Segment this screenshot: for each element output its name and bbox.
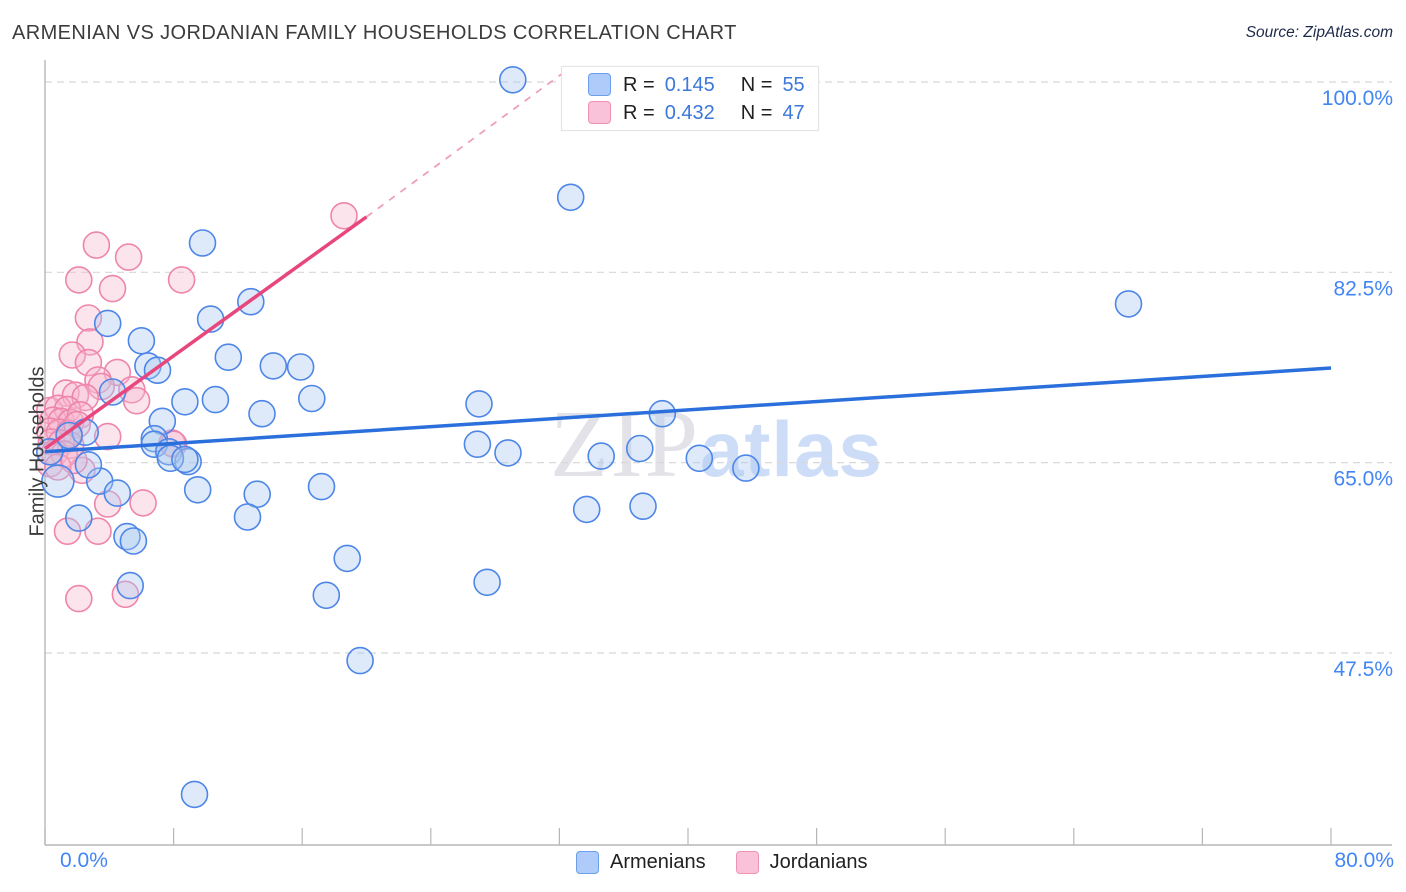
point-armenians [1114, 290, 1143, 318]
n-label: N = [740, 73, 773, 96]
point-armenians [297, 384, 326, 413]
point-armenians [116, 571, 144, 600]
point-armenians [119, 527, 148, 555]
jordanians-n-value: 47 [782, 101, 805, 124]
point-jordanians [82, 231, 111, 259]
point-armenians [233, 503, 262, 531]
series-legend: Armenians Jordanians [576, 851, 867, 874]
chart-title: ARMENIAN VS JORDANIAN FAMILY HOUSEHOLDS … [12, 22, 737, 44]
n-label: N = [740, 101, 773, 124]
point-jordanians [44, 453, 72, 481]
point-jordanians [65, 266, 93, 294]
jordanians-legend-swatch-icon [735, 851, 759, 874]
armenians-swatch-icon [588, 73, 611, 96]
jordanians-r-value: 0.432 [664, 101, 715, 124]
point-armenians [556, 183, 585, 212]
point-armenians [171, 445, 199, 474]
point-armenians [685, 444, 714, 473]
point-jordanians [93, 422, 122, 451]
point-jordanians [65, 584, 93, 613]
point-armenians [74, 450, 103, 479]
y-tick-label: 47.5% [1333, 658, 1393, 681]
point-armenians [629, 492, 657, 521]
point-jordanians [167, 266, 196, 294]
point-armenians [201, 385, 230, 414]
y-tick-label: 100.0% [1322, 87, 1393, 110]
point-armenians [463, 430, 492, 459]
point-armenians [214, 343, 243, 372]
point-armenians [286, 353, 315, 381]
point-armenians [188, 229, 217, 257]
point-armenians [183, 475, 212, 504]
armenians-legend-swatch-icon [576, 851, 599, 874]
y-tick-label: 82.5% [1333, 277, 1393, 300]
watermark-atlas: atlas [700, 405, 883, 493]
point-armenians [312, 581, 341, 610]
point-jordanians [114, 243, 143, 271]
point-armenians [171, 387, 199, 416]
point-armenians [465, 390, 493, 418]
jordanians-swatch-icon [588, 101, 611, 124]
point-armenians [494, 439, 522, 467]
source-label: Source: ZipAtlas.com [1245, 24, 1393, 41]
r-label: R = [623, 73, 655, 96]
point-jordanians [111, 580, 140, 609]
r-label: R = [623, 101, 655, 124]
trend-line-jordanians [43, 215, 368, 450]
x-axis-min-label: 0.0% [60, 849, 108, 872]
legend-row-jordanians: R = 0.432 N = 47 [562, 101, 818, 125]
correlation-legend-box: R = 0.145 N = 55 R = 0.432 N = 47 [561, 66, 819, 131]
point-armenians [259, 352, 288, 380]
point-jordanians [74, 348, 103, 377]
point-jordanians [122, 386, 151, 415]
armenians-n-value: 55 [782, 73, 805, 96]
trend-line-jordanians-dashed [365, 72, 564, 218]
point-armenians [473, 568, 501, 597]
point-jordanians [330, 202, 358, 230]
point-armenians [41, 464, 75, 498]
point-armenians [498, 66, 527, 94]
point-armenians [180, 780, 209, 809]
point-armenians [625, 434, 654, 463]
point-armenians [307, 472, 336, 501]
point-armenians [587, 442, 616, 470]
y-tick-label: 65.0% [1333, 468, 1393, 491]
x-axis-max-label: 80.0% [1334, 849, 1394, 872]
armenians-legend-label: Armenians [610, 851, 706, 873]
point-jordanians [98, 274, 127, 303]
armenians-r-value: 0.145 [664, 73, 715, 96]
trend-line-armenians [44, 366, 1332, 454]
point-armenians [65, 504, 93, 532]
jordanians-legend-label: Jordanians [769, 851, 868, 873]
point-jordanians [84, 517, 112, 546]
point-armenians [248, 399, 276, 428]
point-jordanians [58, 341, 87, 369]
point-armenians [346, 646, 374, 675]
point-armenians [572, 495, 601, 524]
point-armenians [127, 326, 156, 355]
point-jordanians [129, 489, 157, 517]
y-axis-label: Family Households [26, 366, 49, 537]
point-armenians [732, 454, 760, 482]
legend-row-armenians: R = 0.145 N = 55 [562, 73, 818, 97]
point-armenians [93, 309, 122, 338]
point-armenians [333, 544, 362, 573]
point-armenians [103, 479, 132, 507]
